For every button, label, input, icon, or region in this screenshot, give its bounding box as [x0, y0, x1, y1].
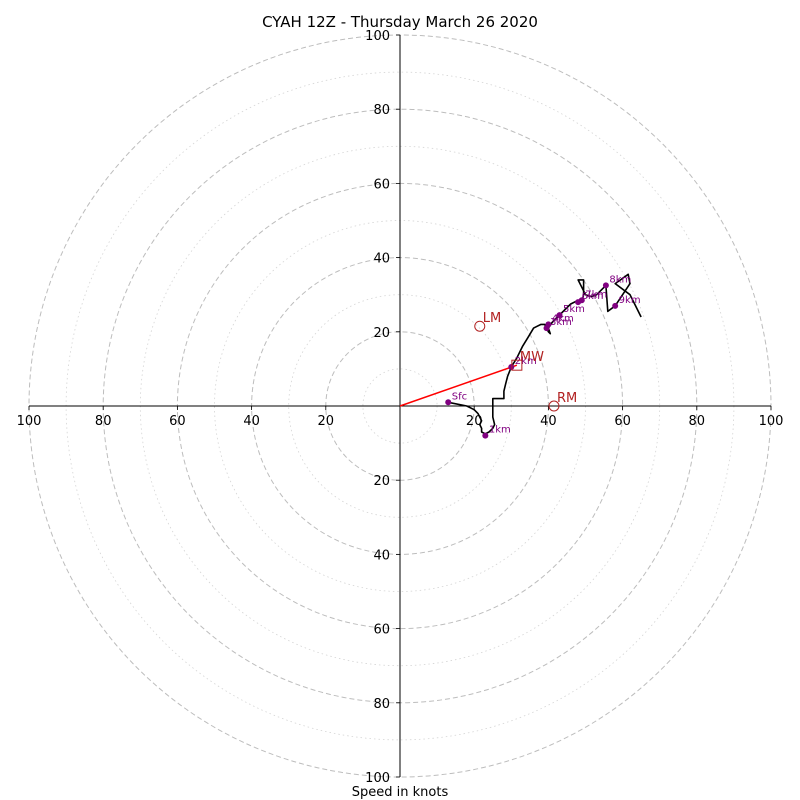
height-marker-label: 8km	[609, 274, 631, 285]
height-marker-label: 9km	[619, 295, 641, 306]
y-tick-label: 80	[373, 697, 390, 712]
mean-wind-vector-layer	[399, 364, 518, 407]
height-marker-label: 5km	[563, 304, 585, 315]
storm-motion-label: LM	[483, 311, 501, 326]
y-tick-label: 40	[373, 252, 390, 267]
storm-motion-label: MW	[520, 350, 544, 365]
height-marker-point	[508, 364, 515, 371]
height-marker-label: 7km	[585, 289, 607, 300]
x-tick-label: 100	[17, 414, 42, 429]
x-axis-label: Speed in knots	[352, 785, 449, 800]
height-marker-label: 1km	[489, 425, 511, 436]
x-tick-label: 80	[689, 414, 706, 429]
storm-motion-marker	[548, 400, 560, 412]
chart-title: CYAH 12Z - Thursday March 26 2020	[262, 13, 538, 31]
mean-wind-vector	[399, 364, 518, 407]
y-tick-label: 100	[365, 29, 390, 44]
y-tick-label: 60	[373, 177, 390, 192]
height-marker-point	[445, 399, 452, 406]
height-marker-point	[556, 312, 563, 319]
height-marker-point	[482, 432, 489, 439]
hodograph-trace-layer	[448, 273, 642, 435]
height-marker-label: Sfc	[452, 391, 467, 402]
x-tick-label: 20	[318, 414, 335, 429]
x-tick-label: 20	[466, 414, 483, 429]
x-tick-label: 80	[95, 414, 112, 429]
height-marker-label: 2km	[515, 356, 537, 367]
height-marker-point	[578, 297, 585, 304]
x-tick-label: 40	[540, 414, 557, 429]
height-marker-point	[545, 321, 552, 328]
x-tick-label: 60	[614, 414, 631, 429]
storm-motion-marker	[474, 320, 486, 332]
height-marker-label: 4km	[552, 313, 574, 324]
height-marker-point	[602, 282, 609, 289]
y-tick-label: 20	[373, 326, 390, 341]
hodograph-trace	[448, 273, 642, 435]
y-tick-label: 100	[365, 771, 390, 786]
x-tick-label: 60	[169, 414, 186, 429]
tick-labels: 100 80 60 40 20 20 40 60 80 100 100 80 60 40 20 20 40 60 8…	[17, 29, 784, 786]
y-tick-label: 80	[373, 103, 390, 118]
storm-motion-label: RM	[557, 391, 577, 406]
height-marker-label: 6km	[582, 291, 604, 302]
y-tick-label: 40	[373, 548, 390, 563]
y-tick-label: 60	[373, 623, 390, 638]
height-marker-label: 3km	[550, 317, 572, 328]
x-tick-label: 100	[759, 414, 784, 429]
height-marker-point	[612, 302, 619, 309]
y-tick-label: 20	[373, 474, 390, 489]
x-tick-label: 40	[243, 414, 260, 429]
storm-motion-marker	[511, 359, 523, 371]
storm-motion-markers: LM MW RM	[474, 311, 577, 412]
